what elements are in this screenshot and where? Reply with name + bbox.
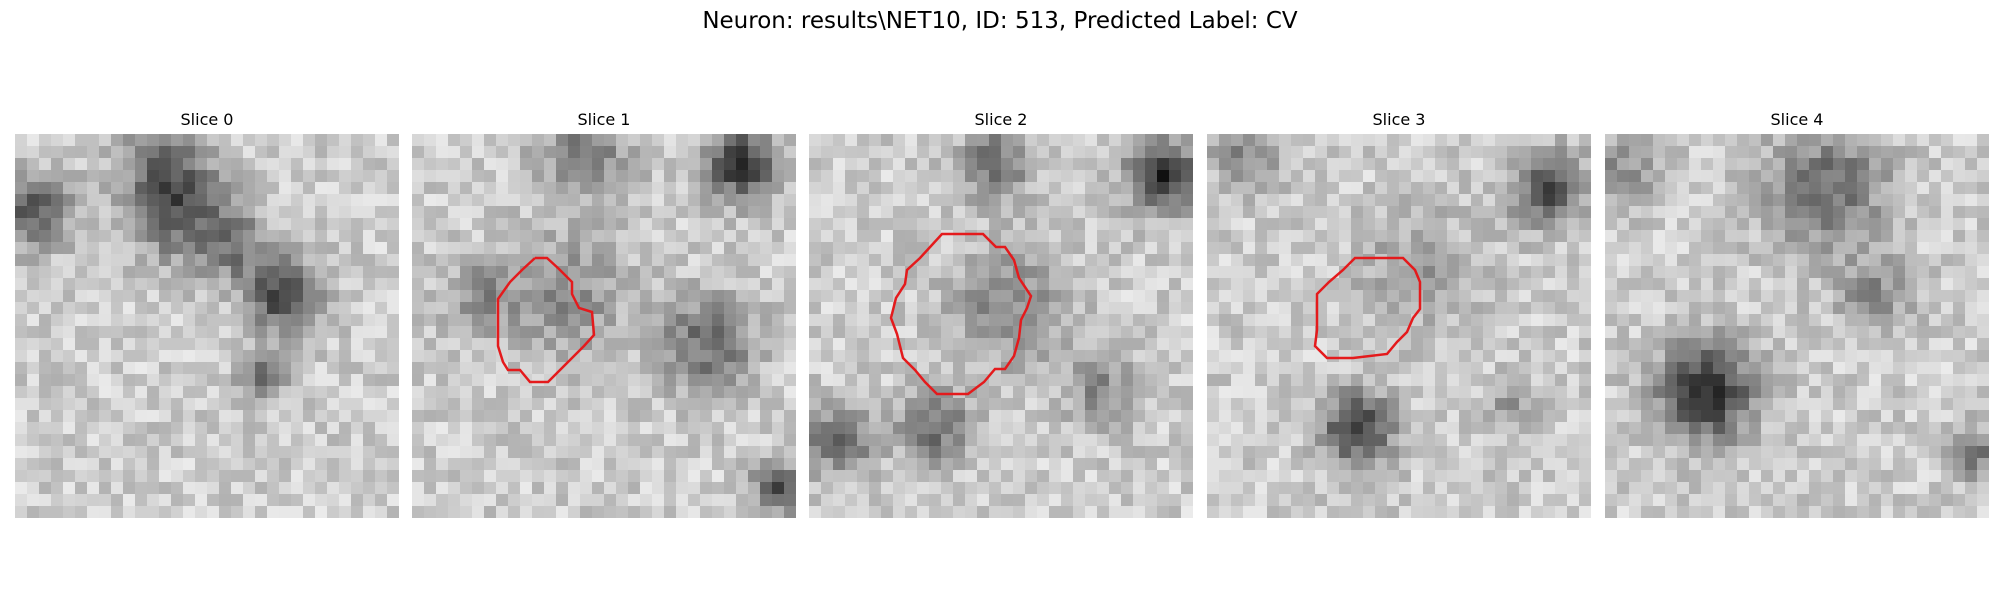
roi-contour: [1207, 134, 1591, 518]
roi-contour-line: [498, 258, 594, 382]
roi-contour: [412, 134, 796, 518]
slice-panel-2: Slice 2: [809, 110, 1193, 518]
slice-panel-4: Slice 4: [1605, 110, 1989, 518]
slice-title: Slice 1: [412, 110, 796, 134]
slice-panel-1: Slice 1: [412, 110, 796, 518]
slice-image: [15, 134, 399, 518]
roi-contour-line: [1315, 258, 1420, 358]
roi-contour: [809, 134, 1193, 518]
slice-image: [1605, 134, 1989, 518]
roi-contour-line: [891, 234, 1031, 394]
slice-title: Slice 4: [1605, 110, 1989, 134]
slice-title: Slice 2: [809, 110, 1193, 134]
figure-title: Neuron: results\NET10, ID: 513, Predicte…: [0, 8, 2000, 34]
slice-panel-0: Slice 0: [15, 110, 399, 518]
slice-title: Slice 0: [15, 110, 399, 134]
slice-title: Slice 3: [1207, 110, 1591, 134]
slice-panel-3: Slice 3: [1207, 110, 1591, 518]
